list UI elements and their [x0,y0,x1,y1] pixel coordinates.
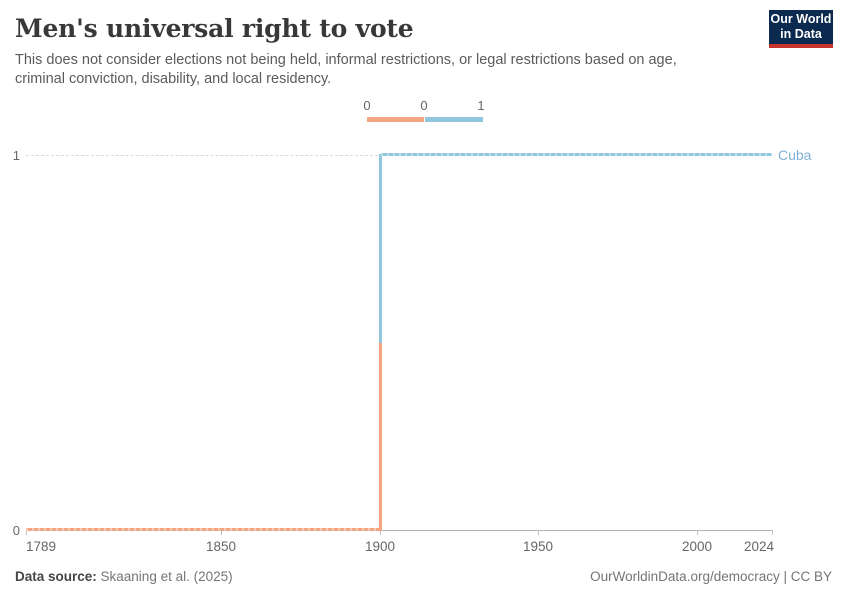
cuba-line-step-upper[interactable] [379,154,382,343]
x-axis-line [26,530,772,531]
x-tick-1900 [380,530,381,535]
x-tick-2024 [772,530,773,535]
x-tick-1850 [221,530,222,535]
data-source-value: Skaaning et al. (2025) [96,569,233,584]
credit-link[interactable]: OurWorldinData.org/democracy | CC BY [590,569,832,584]
page-title: Men's universal right to vote [15,14,414,43]
x-tick-1950 [538,530,539,535]
x-tick-label-2000: 2000 [681,539,713,554]
x-tick-2000 [697,530,698,535]
legend-tick-label-2: 1 [477,98,485,113]
legend-segment-value-0[interactable] [367,117,424,122]
cuba-line-step-lower[interactable] [379,343,382,531]
legend-tick-label-0: 0 [363,98,371,113]
y-axis-tick-1: 1 [12,148,20,163]
owid-logo-text: Our World in Data [770,12,832,41]
x-tick-1789 [26,530,27,535]
legend-segment-value-1[interactable] [425,117,483,122]
cuba-line-segment-value0[interactable] [26,528,381,531]
owid-logo[interactable]: Our World in Data [769,10,833,48]
chart-subtitle: This does not consider elections not bei… [15,52,677,87]
data-source-note: Data source: Skaaning et al. (2025) [15,569,233,584]
x-tick-label-1789: 1789 [26,539,57,554]
y-axis-tick-0: 0 [12,523,20,538]
x-tick-label-1950: 1950 [522,539,554,554]
data-source-label: Data source: [15,569,97,584]
legend-tick-label-1: 0 [420,98,428,113]
cuba-line-segment-value1[interactable] [381,153,772,156]
x-tick-label-2024: 2024 [743,539,774,554]
x-tick-label-1900: 1900 [364,539,396,554]
x-tick-label-1850: 1850 [205,539,237,554]
series-label-cuba[interactable]: Cuba [778,147,812,163]
